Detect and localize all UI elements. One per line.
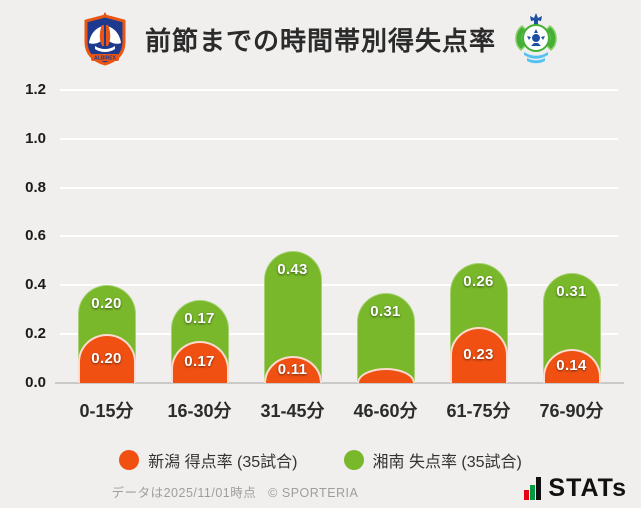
x-axis-label-46-60分: 46-60分 xyxy=(353,401,418,421)
legend: 新潟 得点率 (35試合) 湘南 失点率 (35試合) xyxy=(0,448,641,472)
legend-item-niigata-scored: 新潟 得点率 (35試合) xyxy=(119,448,298,472)
gridline-0.2 xyxy=(60,333,618,336)
chart-title: 前節までの時間帯別得失点率 xyxy=(144,25,496,56)
gridline-0.4 xyxy=(60,284,618,287)
stats-brand-text: STATs xyxy=(548,474,627,502)
y-axis-tick-0.6: 0.6 xyxy=(25,227,46,245)
y-axis-tick-1.0: 1.0 xyxy=(25,129,46,147)
stats-brand-logo: STATs xyxy=(524,474,627,502)
y-axis-tick-0.8: 0.8 xyxy=(25,178,46,196)
value-label-conceded-31-45分: 0.43 xyxy=(277,261,308,278)
bar-segment-scored-61-75分 xyxy=(449,327,508,383)
legend-item-shonan-conceded: 湘南 失点率 (35試合) xyxy=(343,448,522,472)
legend-label-shonan: 湘南 失点率 (35試合) xyxy=(372,454,522,471)
gridline-1.2 xyxy=(60,88,618,91)
value-label-scored-0-15分: 0.20 xyxy=(91,349,122,367)
gridline-1.0 xyxy=(60,137,618,140)
bar-segment-scored-0-15分 xyxy=(77,334,136,383)
gridline-0.8 xyxy=(60,186,618,189)
gridline-0.0 xyxy=(55,382,624,384)
value-label-conceded-76-90分: 0.31 xyxy=(556,283,587,300)
value-label-scored-61-75分: 0.23 xyxy=(463,346,494,363)
y-axis-tick-0.4: 0.4 xyxy=(25,276,46,294)
legend-label-niigata: 新潟 得点率 (35試合) xyxy=(148,454,298,471)
data-note: データは2025/11/01時点 © SPORTERIA xyxy=(0,482,470,501)
y-axis-tick-0.2: 0.2 xyxy=(25,325,46,343)
stats-bars-icon xyxy=(524,477,542,500)
data-note-text: データは2025/11/01時点 xyxy=(111,486,257,500)
value-label-conceded-16-30分: 0.17 xyxy=(184,310,215,327)
y-axis-tick-1.2: 1.2 xyxy=(25,80,46,98)
value-label-conceded-46-60分: 0.31 xyxy=(370,303,401,320)
value-label-conceded-61-75分: 0.26 xyxy=(463,273,494,290)
value-label-scored-76-90分: 0.14 xyxy=(556,357,587,374)
albirex-niigata-crest-icon: ALBIREX xyxy=(84,12,126,66)
value-label-scored-16-30分: 0.17 xyxy=(184,353,215,370)
y-axis-tick-0.0: 0.0 xyxy=(25,374,46,391)
x-axis-label-61-75分: 61-75分 xyxy=(446,401,511,421)
legend-dot-green xyxy=(343,450,364,470)
legend-dot-orange xyxy=(119,450,140,470)
chart-header: ALBIREX 前節までの時間帯別得失点率 xyxy=(0,8,641,70)
x-axis-label-76-90分: 76-90分 xyxy=(539,401,604,421)
gridline-0.6 xyxy=(60,235,618,238)
x-axis-label-0-15分: 0-15分 xyxy=(79,401,134,421)
shonan-bellmare-crest-icon xyxy=(515,13,557,64)
bar-segment-scored-16-30分 xyxy=(170,341,229,383)
copyright-text: © SPORTERIA xyxy=(268,486,359,500)
x-axis-label-16-30分: 16-30分 xyxy=(167,401,232,421)
x-axis-label-31-45分: 31-45分 xyxy=(260,401,325,421)
svg-text:ALBIREX: ALBIREX xyxy=(94,56,117,62)
value-label-conceded-0-15分: 0.20 xyxy=(91,295,122,312)
value-label-scored-31-45分: 0.11 xyxy=(277,360,308,378)
